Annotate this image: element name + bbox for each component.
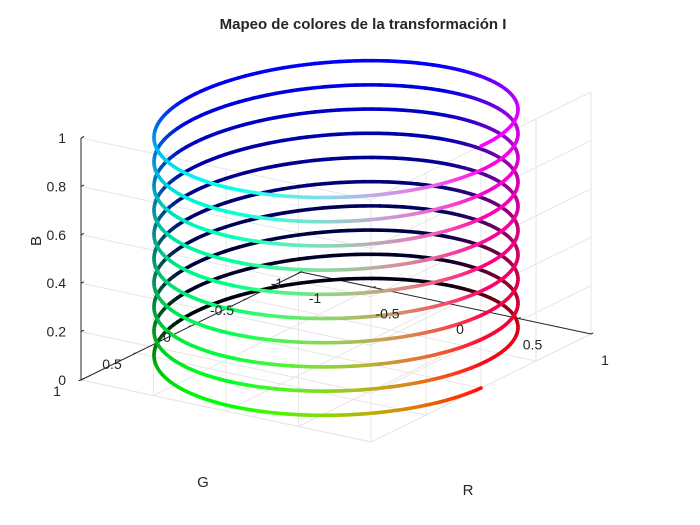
r-tick-mark xyxy=(590,332,594,335)
r-tick-label: -1 xyxy=(309,290,322,306)
grid-line-wall-rb xyxy=(80,185,372,249)
g-tick-label: 0 xyxy=(163,329,171,345)
grid-line-wall-rb xyxy=(80,331,372,395)
b-tick-label: 0.8 xyxy=(47,178,67,194)
grid-line-floor-g xyxy=(245,298,537,362)
b-axis-label: B xyxy=(28,236,45,246)
grid-line-floor-g xyxy=(135,352,427,416)
r-tick-label: -0.5 xyxy=(375,306,399,322)
g-tick-label: -0.5 xyxy=(210,302,234,318)
g-tick-label: 1 xyxy=(53,383,61,399)
g-axis-label: G xyxy=(197,474,209,491)
grid-line-wall-rb xyxy=(80,282,372,346)
b-tick-mark xyxy=(80,232,85,236)
b-tick-label: 1 xyxy=(58,130,66,146)
b-tick-mark xyxy=(80,378,85,381)
g-tick-mark xyxy=(188,325,192,328)
r-tick-label: 0.5 xyxy=(523,337,543,353)
r-tick-mark xyxy=(518,316,521,319)
r-tick-mark xyxy=(373,285,376,288)
grid-line-wall-rb xyxy=(80,234,372,298)
g-tick-label: 0.5 xyxy=(102,356,122,372)
b-tick-mark xyxy=(80,136,85,139)
b-tick-label: 0.6 xyxy=(47,227,67,243)
r-axis-label: R xyxy=(463,482,474,499)
g-tick-mark xyxy=(243,298,247,301)
g-tick-mark xyxy=(298,271,302,274)
g-tick-mark xyxy=(78,379,82,382)
helix-segment xyxy=(479,141,488,148)
g-tick-mark xyxy=(133,352,137,355)
b-tick-mark xyxy=(80,184,85,187)
g-tick-label: -1 xyxy=(271,275,284,291)
b-tick-label: 0.4 xyxy=(47,275,67,291)
chart-title: Mapeo de colores de la transformación I xyxy=(220,16,507,33)
b-tick-mark xyxy=(80,281,85,284)
r-tick-label: 1 xyxy=(601,352,609,368)
b-tick-label: 0.2 xyxy=(47,324,67,340)
b-tick-label: 0 xyxy=(58,372,66,388)
helix-curve xyxy=(152,58,520,418)
b-tick-mark xyxy=(80,329,85,333)
grid-line-wall-rb xyxy=(80,137,372,201)
r-tick-label: 0 xyxy=(456,321,464,337)
grid-line-wall-rb xyxy=(80,379,372,443)
